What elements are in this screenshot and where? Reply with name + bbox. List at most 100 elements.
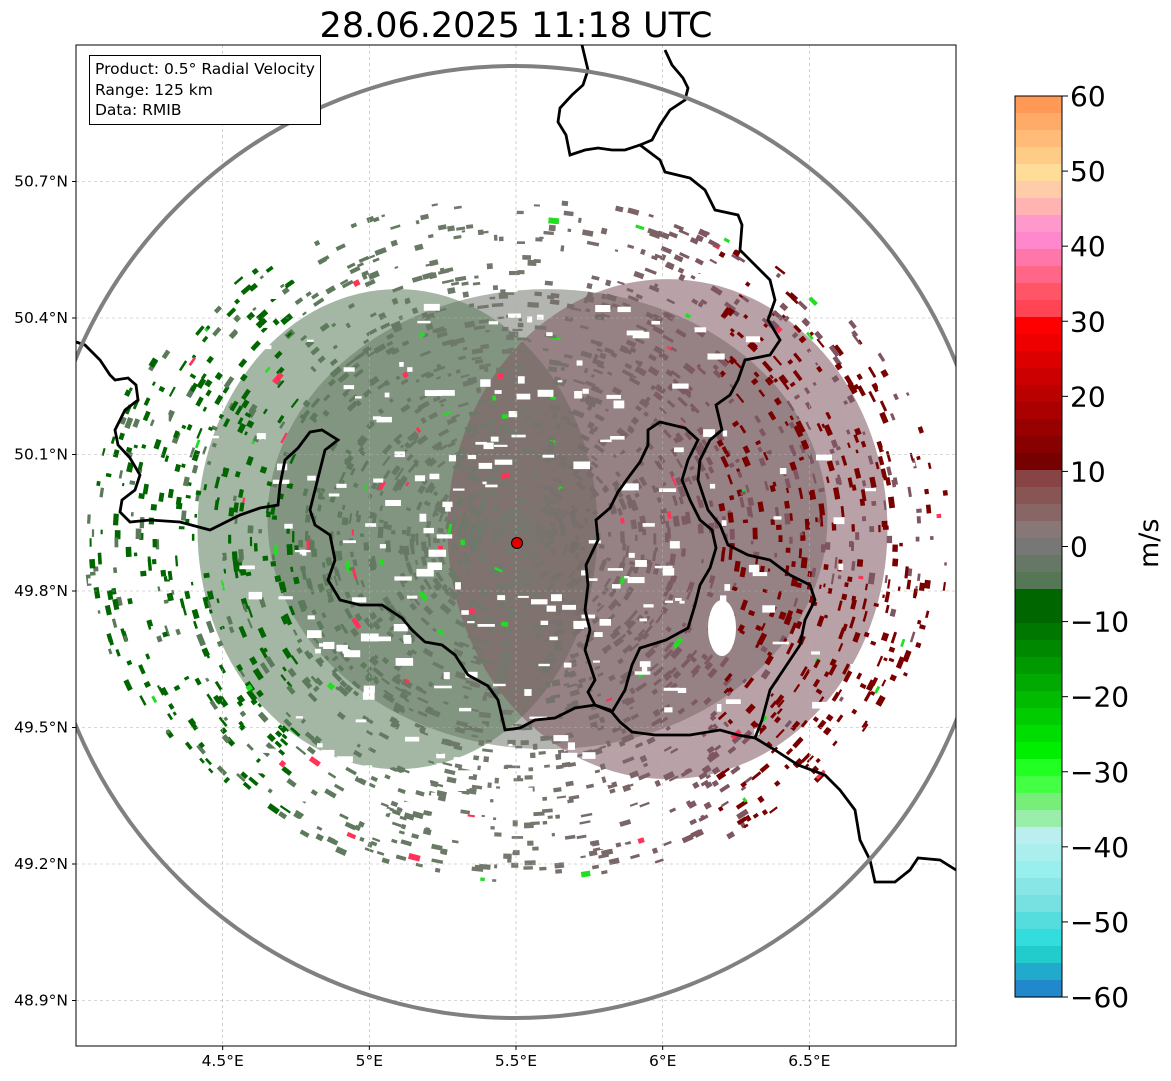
echo-pixel (279, 738, 289, 746)
echo-pixel (305, 291, 312, 297)
echo-pixel (130, 512, 134, 517)
echo-pixel (378, 480, 386, 491)
echo-gap (574, 391, 583, 399)
echo-pixel (437, 224, 447, 231)
echo-pixel (311, 292, 320, 300)
echo-pixel (691, 474, 699, 482)
echo-pixel (501, 326, 509, 332)
echo-pixel (863, 631, 870, 638)
echo-pixel (539, 866, 547, 871)
echo-pixel (377, 381, 388, 390)
echo-pixel (402, 371, 409, 379)
echo-pixel (451, 839, 459, 844)
colorbar-bin (1015, 657, 1062, 675)
echo-pixel (606, 781, 618, 789)
colorbar-bin (1015, 232, 1062, 250)
echo-pixel (312, 297, 325, 307)
echo-pixel (552, 528, 559, 536)
echo-pixel (757, 795, 765, 804)
echo-pixel (612, 575, 621, 586)
colorbar-bin (1015, 215, 1062, 233)
echo-pixel (545, 484, 554, 492)
echo-pixel (899, 542, 903, 547)
echo-gap (201, 673, 208, 679)
echo-pixel (105, 472, 112, 478)
echo-pixel (206, 355, 214, 364)
echo-pixel (703, 696, 712, 706)
echo-pixel (396, 765, 406, 773)
echo-pixel (499, 427, 511, 434)
echo-pixel (652, 666, 665, 677)
echo-pixel (672, 670, 682, 680)
echo-pixel (498, 480, 510, 487)
colorbar-tick-label: −40 (1070, 831, 1129, 864)
echo-pixel (528, 589, 540, 598)
echo-pixel (175, 628, 181, 636)
echo-pixel (739, 424, 747, 434)
echo-pixel (651, 688, 659, 696)
x-tick-label: 4.5°E (202, 1052, 244, 1070)
echo-pixel (539, 588, 551, 595)
echo-pixel (392, 285, 404, 293)
echo-pixel (377, 526, 384, 539)
echo-pixel (448, 740, 461, 748)
echo-pixel (523, 414, 533, 418)
echo-pixel (452, 648, 464, 657)
echo-pixel (733, 582, 737, 587)
echo-pixel (642, 762, 649, 768)
echo-pixel (592, 368, 604, 375)
echo-gap (295, 716, 303, 719)
echo-pixel (648, 213, 654, 218)
echo-pixel (873, 602, 880, 608)
echo-pixel (441, 339, 454, 347)
echo-pixel (524, 860, 536, 866)
echo-gap (724, 584, 731, 591)
echo-gap (593, 660, 600, 663)
echo-gap (612, 584, 621, 589)
echo-pixel (554, 862, 565, 869)
echo-pixel (153, 438, 162, 450)
echo-pixel (328, 441, 339, 452)
echo-pixel (662, 334, 674, 344)
echo-pixel (518, 318, 523, 322)
echo-pixel (747, 497, 755, 507)
echo-pixel (692, 781, 700, 789)
colorbar-bin (1015, 810, 1062, 828)
echo-pixel (416, 434, 429, 446)
echo-pixel (491, 517, 499, 524)
echo-pixel (241, 399, 250, 409)
echo-pixel (526, 532, 534, 543)
echo-pixel (249, 656, 258, 666)
echo-pixel (205, 620, 215, 634)
echo-pixel (881, 520, 888, 528)
echo-pixel (242, 781, 252, 791)
echo-pixel (527, 526, 535, 533)
echo-pixel (351, 680, 361, 690)
echo-gap (355, 719, 367, 723)
echo-pixel (800, 666, 808, 677)
echo-gap (819, 744, 827, 751)
echo-pixel (841, 593, 848, 601)
echo-pixel (274, 575, 282, 583)
echo-pixel (370, 840, 378, 847)
echo-gap (179, 348, 186, 355)
echo-gap (674, 447, 684, 453)
echo-pixel (182, 607, 188, 616)
echo-pixel (847, 477, 854, 488)
echo-pixel (415, 427, 422, 434)
echo-pixel (622, 756, 635, 764)
echo-pixel (813, 658, 821, 669)
echo-pixel (677, 485, 687, 498)
echo-pixel (645, 311, 658, 321)
colorbar-bin (1015, 776, 1062, 794)
echo-pixel (372, 257, 380, 263)
echo-pixel (522, 448, 534, 454)
x-tick-label: 6°E (649, 1052, 676, 1070)
echo-pixel (379, 490, 384, 497)
echo-gap (307, 615, 315, 620)
echo-pixel (482, 616, 495, 624)
echo-pixel (519, 578, 526, 582)
country-border-be-fr (76, 340, 956, 884)
echo-pixel (392, 809, 402, 816)
echo-pixel (167, 488, 174, 499)
